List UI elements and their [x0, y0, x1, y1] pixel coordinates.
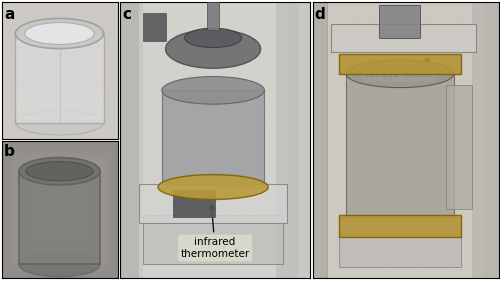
Ellipse shape: [26, 162, 93, 181]
Bar: [338, 215, 462, 237]
Bar: [446, 85, 472, 209]
Bar: [338, 234, 462, 267]
Bar: [16, 33, 104, 123]
Bar: [331, 24, 476, 52]
Bar: [143, 215, 284, 264]
Text: a: a: [4, 7, 14, 22]
Text: d: d: [314, 7, 325, 22]
Bar: [208, 2, 219, 30]
Bar: [139, 184, 287, 223]
Bar: [380, 5, 420, 38]
Bar: [346, 74, 454, 217]
Ellipse shape: [19, 158, 100, 185]
Ellipse shape: [24, 22, 94, 44]
Ellipse shape: [162, 76, 264, 104]
Bar: [173, 190, 215, 217]
Ellipse shape: [166, 30, 260, 68]
Bar: [472, 2, 498, 278]
Text: torque meter: torque meter: [364, 59, 434, 79]
Bar: [338, 55, 462, 74]
Ellipse shape: [16, 110, 104, 135]
Bar: [276, 2, 298, 278]
Ellipse shape: [184, 28, 242, 47]
Bar: [143, 13, 166, 41]
Ellipse shape: [346, 60, 454, 88]
Bar: [19, 171, 100, 264]
Bar: [312, 2, 328, 278]
Text: infrared
thermometer: infrared thermometer: [180, 205, 250, 259]
Text: b: b: [4, 144, 15, 159]
Text: c: c: [122, 7, 131, 22]
Ellipse shape: [16, 19, 104, 49]
Bar: [120, 2, 139, 278]
Ellipse shape: [158, 175, 268, 200]
Bar: [162, 90, 264, 187]
Ellipse shape: [19, 252, 100, 277]
